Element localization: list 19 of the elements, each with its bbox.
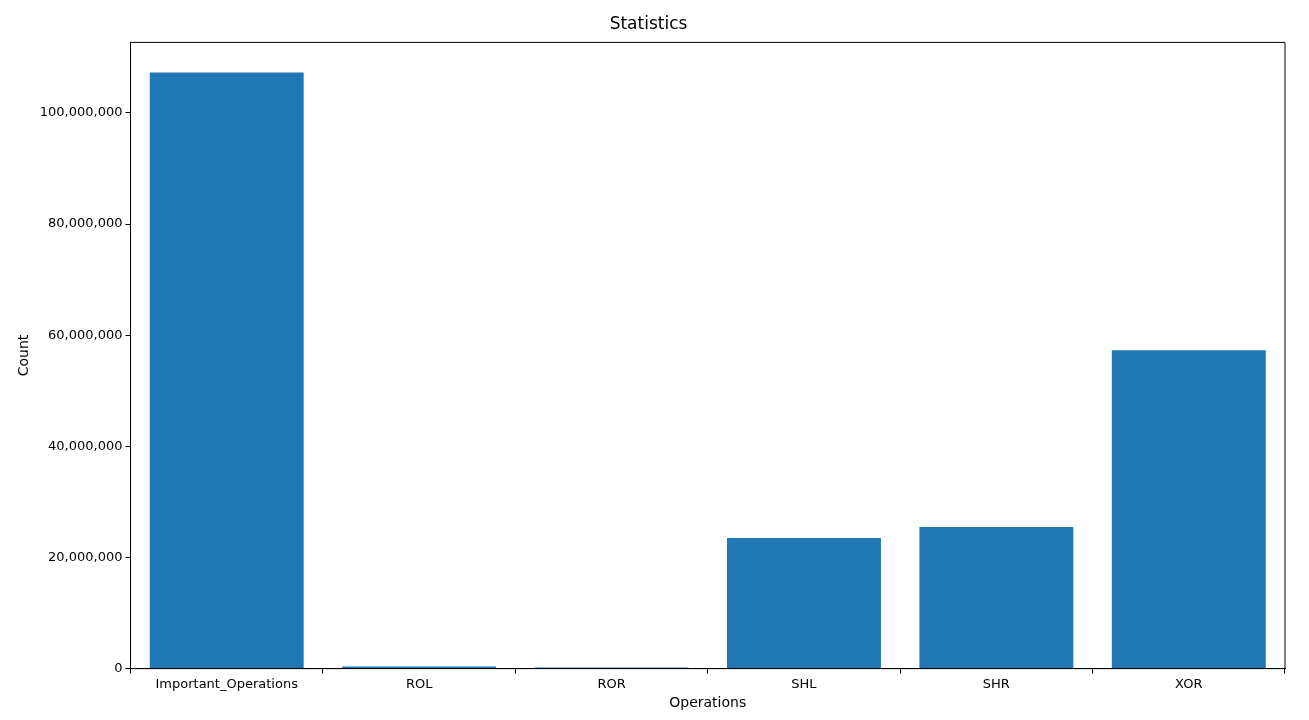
bar (919, 526, 1074, 669)
x-tick-label: Important_Operations (155, 675, 299, 691)
y-tick-label: 0 (114, 659, 123, 675)
y-axis-title: Count (15, 334, 32, 377)
x-axis-title: Operations (669, 694, 747, 711)
x-tick-label: ROL (405, 675, 434, 691)
y-tick-label: 40,000,000 (48, 437, 123, 453)
x-tick-label: SHR (982, 675, 1010, 691)
y-tick-label: 20,000,000 (48, 548, 123, 564)
bar (726, 538, 881, 669)
y-tick-label: 100,000,000 (39, 104, 123, 120)
y-tick-label: 60,000,000 (48, 326, 123, 342)
x-tick-label: SHL (791, 675, 818, 691)
x-tick-label: XOR (1175, 675, 1203, 691)
chart-title: Statistics (609, 12, 688, 33)
x-tick-label: ROR (597, 675, 626, 691)
bar (149, 72, 304, 669)
y-tick-label: 80,000,000 (48, 215, 123, 231)
bar (1111, 350, 1266, 669)
